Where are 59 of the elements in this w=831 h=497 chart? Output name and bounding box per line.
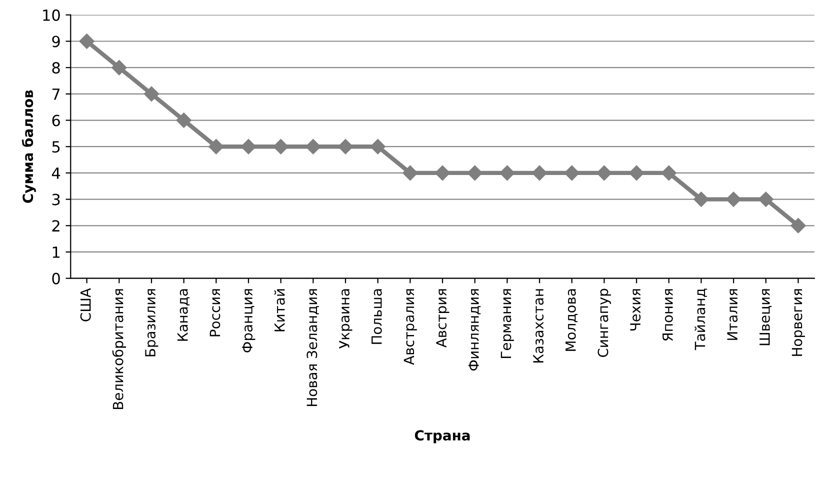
x-tick-label: Франция <box>242 289 256 352</box>
point <box>726 192 742 207</box>
x-tick-label: Молдова <box>566 289 578 351</box>
point <box>306 139 321 154</box>
y-axis-title: Сумма баллов <box>22 90 36 203</box>
y-tick-label: 8 <box>52 62 60 74</box>
x-axis-title: Страна <box>414 430 470 444</box>
point <box>144 86 160 102</box>
x-tick-label: Финляндия <box>468 289 481 371</box>
point <box>467 165 482 181</box>
y-tick-label: 6 <box>52 114 60 126</box>
point <box>338 139 354 154</box>
x-tick-label: Япония <box>662 289 673 341</box>
x-tick-label: Великобритания <box>112 289 126 410</box>
point <box>564 165 580 181</box>
point <box>208 139 224 154</box>
y-tick-label: 9 <box>52 36 60 48</box>
x-tick-label: Германия <box>500 289 514 358</box>
point <box>790 218 806 234</box>
x-tick-label: Украина <box>339 289 352 349</box>
x-tick-label: Австралия <box>404 289 417 365</box>
x-tick-label: Польша <box>372 289 382 344</box>
x-tick-label: Казахстан <box>533 289 544 362</box>
y-tick-label: 4 <box>52 168 60 179</box>
x-tick-label: США <box>80 288 91 322</box>
y-tick-label: 5 <box>52 141 60 153</box>
y-tick-label: 1 <box>52 246 60 258</box>
point <box>112 60 127 76</box>
x-tick-label: Чехия <box>630 289 641 331</box>
point <box>694 192 709 207</box>
y-tick-label: 10 <box>43 9 60 21</box>
x-tick-label: Италия <box>727 289 738 340</box>
x-tick-label: Швеция <box>760 289 772 346</box>
y-tick-label: 0 <box>52 272 60 284</box>
x-tick-label: Россия <box>210 289 220 336</box>
x-tick-label: Бразилия <box>145 289 158 356</box>
point <box>596 165 612 181</box>
point <box>79 34 94 49</box>
x-tick-label: Тайланд <box>694 288 707 350</box>
point <box>500 165 515 181</box>
x-tick-label: Китай <box>274 289 285 332</box>
point <box>661 165 676 181</box>
x-tick-label: Норвегия <box>792 289 805 356</box>
point <box>532 165 548 181</box>
point <box>434 165 450 181</box>
point <box>176 112 192 128</box>
x-tick-label: Новая Зеландия <box>306 289 319 406</box>
x-tick-label: Канада <box>178 289 190 341</box>
y-tick-label: 2 <box>52 220 60 232</box>
point <box>758 192 774 207</box>
point <box>370 139 386 154</box>
y-tick-label: 3 <box>52 194 60 206</box>
point <box>628 165 644 181</box>
x-tick-label: Сингапур <box>598 288 611 357</box>
point <box>273 139 288 154</box>
point <box>240 139 256 154</box>
point <box>402 165 418 181</box>
x-tick-label: Австрия <box>436 289 450 348</box>
y-tick-label: 7 <box>52 88 60 100</box>
